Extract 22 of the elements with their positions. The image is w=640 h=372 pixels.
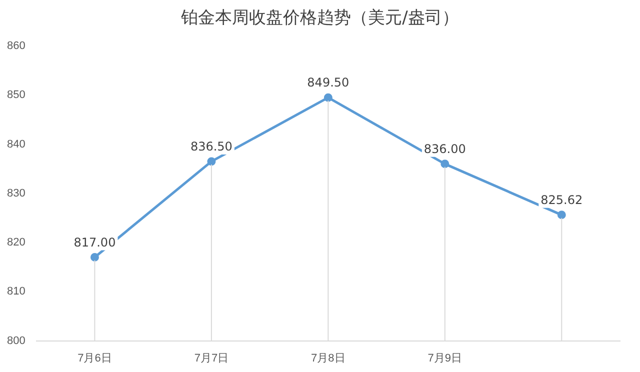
- y-tick-label: 860: [6, 40, 26, 52]
- x-tick-label: 7月9日: [428, 352, 462, 364]
- data-label: 836.50: [190, 139, 232, 154]
- data-label: 836.00: [424, 142, 466, 156]
- point: [557, 210, 566, 220]
- data-label: 825.62: [540, 192, 583, 207]
- point: [324, 93, 332, 102]
- point: [440, 160, 450, 168]
- x-tick-label: 7月7日: [194, 352, 229, 364]
- y-tick-label: 820: [6, 236, 26, 249]
- y-tick-label: 810: [6, 286, 26, 298]
- y-tick-label: 830: [6, 187, 26, 200]
- data-label: 849.50: [307, 76, 350, 90]
- y-tick-label: 850: [6, 89, 26, 102]
- point: [90, 253, 99, 262]
- chart-title: 铂金本周收盘价格趋势（美元/盎司）: [180, 7, 460, 29]
- y-tick-label: 800: [6, 334, 26, 347]
- x-tick-label: 7月6日: [78, 352, 112, 364]
- point: [207, 157, 216, 166]
- x-tick-label: 7月8日: [311, 352, 346, 364]
- y-tick-label: 840: [6, 138, 26, 150]
- data-label: 817.00: [74, 235, 116, 250]
